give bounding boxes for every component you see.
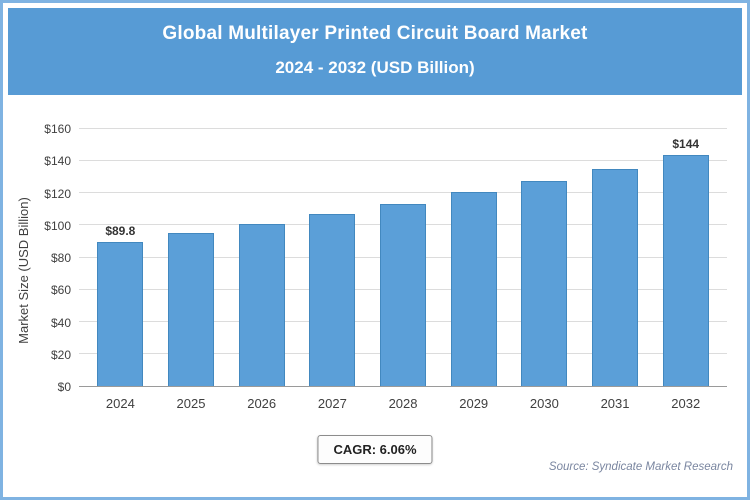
y-tick-label: $80 [50, 251, 71, 265]
bar-2029 [450, 192, 497, 386]
bar-2028 [380, 203, 427, 386]
x-tick-label: 2028 [388, 396, 418, 411]
chart-subtitle: 2024 - 2032 (USD Billion) [275, 58, 475, 77]
y-axis-title-text: Market Size (USD Billion) [15, 196, 31, 344]
bar-cell [509, 129, 580, 386]
bar-2030 [521, 181, 568, 386]
x-tick-label: 2024 [105, 396, 135, 411]
plot-area: $89.8 $144 [79, 128, 727, 387]
bar-cell [438, 129, 509, 386]
x-tick-label: 2025 [176, 396, 206, 411]
bar-value-label: $89.8 [105, 223, 136, 238]
bar-cell [226, 129, 297, 386]
bars-container: $89.8 $144 [79, 129, 727, 386]
bar-cell [368, 129, 439, 386]
plot-wrap: $89.8 $144 2024 2025 2026 2027 2028 2029 2030 20… [79, 128, 727, 411]
x-tick-label: 2029 [459, 396, 489, 411]
y-axis-ticks: $0 $20 $40 $60 $80 $100 $120 $140 $160 [35, 122, 79, 394]
bar-2026 [238, 223, 285, 386]
x-axis-labels: 2024 2025 2026 2027 2028 2029 2030 2031 2032 [79, 387, 727, 411]
gridline [79, 192, 727, 194]
chart-header: Global Multilayer Printed Circuit Board … [8, 8, 742, 95]
source-attribution: Source: Syndicate Market Research [548, 461, 733, 473]
x-tick-label: 2031 [600, 396, 630, 411]
y-tick-label: $40 [50, 315, 71, 330]
chart-area: Market Size (USD Billion) $0 $20 $40 $60 $80… [11, 122, 727, 411]
cagr-badge: CAGR: 6.06% [317, 435, 433, 464]
bar-2027 [309, 214, 356, 386]
x-tick-label: 2027 [317, 396, 347, 411]
bar-2031 [592, 168, 639, 386]
bar-cell: $89.8 [85, 129, 156, 386]
bar-2025 [168, 233, 214, 386]
y-axis-title: Market Size (USD Billion) [11, 129, 35, 411]
y-tick-label: $100 [44, 218, 71, 233]
chart-footer: CAGR: 6.06% Source: Syndicate Market Res… [3, 433, 747, 477]
chart-title: Global Multilayer Printed Circuit Board … [162, 23, 588, 44]
y-tick-label: $140 [44, 154, 71, 169]
bar-2032: $144 [662, 137, 709, 386]
y-tick-label: $160 [44, 122, 71, 136]
y-tick-label: $60 [50, 283, 71, 298]
y-tick-label: $120 [44, 186, 71, 201]
bar-cell: $144 [650, 129, 721, 386]
y-tick-label: $0 [57, 380, 71, 394]
x-tick-label: 2030 [529, 396, 559, 411]
bar-2024: $89.8 [97, 224, 144, 386]
x-tick-label: 2026 [247, 396, 277, 411]
bar-cell [580, 129, 651, 386]
x-tick-label: 2032 [671, 396, 701, 411]
bar-value-label: $144 [672, 136, 700, 151]
y-tick-label: $20 [50, 347, 71, 362]
gridline [79, 160, 727, 162]
bar-cell [297, 129, 368, 386]
bar-cell [156, 129, 227, 386]
gridline [79, 128, 727, 129]
